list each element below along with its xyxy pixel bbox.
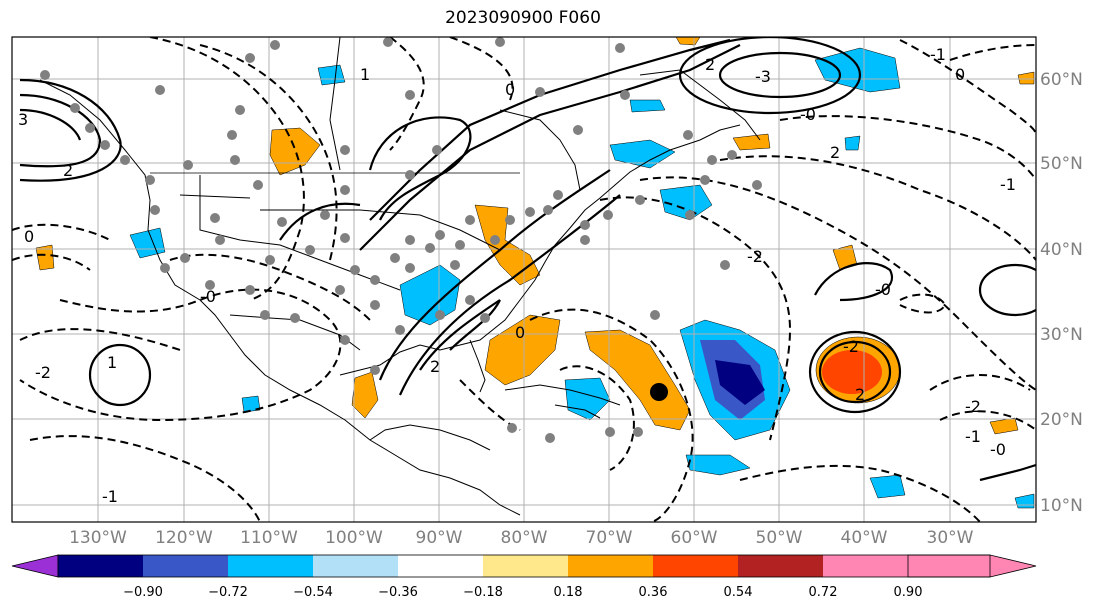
svg-text:-0: -0 (800, 105, 816, 124)
svg-text:30°W: 30°W (927, 528, 974, 548)
svg-text:2: 2 (705, 55, 715, 74)
colorbar-segment-10 (823, 555, 908, 577)
colorbar-segment-0 (11, 554, 59, 578)
svg-text:3: 3 (18, 110, 28, 129)
svg-text:-1: -1 (930, 45, 946, 64)
svg-text:-1: -1 (1000, 175, 1016, 194)
svg-text:-2: -2 (747, 247, 763, 266)
colorbar: −0.90 −0.72 −0.54 −0.36 −0.18 0.18 0.36 … (11, 554, 1037, 600)
colorbar-segment-3 (228, 555, 313, 577)
svg-text:−0.72: −0.72 (208, 585, 248, 600)
svg-text:1: 1 (107, 353, 117, 372)
svg-text:-2: -2 (843, 337, 859, 356)
svg-text:110°W: 110°W (240, 528, 298, 548)
svg-text:60°N: 60°N (1040, 70, 1083, 90)
svg-text:30°N: 30°N (1040, 325, 1083, 345)
gridlines (12, 37, 1036, 522)
svg-text:40°N: 40°N (1040, 240, 1083, 260)
colorbar-segment-11 (907, 554, 1037, 578)
svg-text:-3: -3 (755, 67, 771, 86)
svg-text:50°N: 50°N (1040, 154, 1083, 174)
colorbar-segment-7 (568, 555, 653, 577)
svg-text:-2: -2 (35, 363, 51, 382)
svg-text:40°W: 40°W (841, 528, 888, 548)
svg-text:-0: -0 (990, 440, 1006, 459)
coastlines (39, 37, 761, 516)
svg-text:0: 0 (505, 80, 515, 99)
station-points (40, 37, 762, 443)
svg-text:120°W: 120°W (155, 528, 213, 548)
colorbar-segment-8 (653, 555, 738, 577)
storm-center-marker (650, 383, 668, 401)
colorbar-segment-5 (398, 555, 483, 577)
svg-text:80°W: 80°W (501, 528, 548, 548)
svg-text:0.36: 0.36 (639, 585, 668, 600)
svg-text:20°N: 20°N (1040, 410, 1083, 430)
colorbar-segment-1 (58, 555, 143, 577)
svg-text:60°W: 60°W (671, 528, 718, 548)
shaded-anomalies (35, 37, 1035, 509)
colorbar-segment-6 (483, 555, 568, 577)
svg-text:2: 2 (430, 357, 440, 376)
svg-text:2: 2 (855, 385, 865, 404)
positive-contours (19, 37, 1036, 482)
latitude-ticks: 60°N 50°N 40°N 30°N 20°N 10°N (1040, 70, 1083, 516)
svg-text:70°W: 70°W (586, 528, 633, 548)
svg-text:50°W: 50°W (756, 528, 803, 548)
negative-contours (12, 37, 1036, 522)
svg-text:-0: -0 (875, 280, 891, 299)
svg-text:−0.54: −0.54 (293, 585, 333, 600)
svg-text:130°W: 130°W (69, 528, 127, 548)
longitude-ticks: 130°W 120°W 110°W 100°W 90°W 80°W 70°W 6… (69, 528, 974, 548)
map-frame (11, 36, 1037, 523)
svg-text:-0: -0 (200, 287, 216, 306)
svg-text:10°N: 10°N (1040, 496, 1083, 516)
svg-text:0.54: 0.54 (724, 585, 753, 600)
svg-text:−0.90: −0.90 (123, 585, 163, 600)
svg-text:0.18: 0.18 (554, 585, 583, 600)
svg-text:-1: -1 (965, 427, 981, 446)
colorbar-segment-2 (143, 555, 228, 577)
svg-text:0: 0 (515, 323, 525, 342)
svg-text:0.90: 0.90 (894, 585, 923, 600)
contour-labels: 0 1 3 2 -3 2 -2 2 -2 1 0 -1 -1 -2 -0 -2 … (18, 45, 1016, 506)
svg-text:2: 2 (830, 143, 840, 162)
svg-text:−0.36: −0.36 (378, 585, 418, 600)
svg-text:0.72: 0.72 (809, 585, 838, 600)
colorbar-segment-9 (738, 555, 823, 577)
colorbar-labels: −0.90 −0.72 −0.54 −0.36 −0.18 0.18 0.36 … (123, 585, 922, 600)
svg-text:100°W: 100°W (325, 528, 383, 548)
svg-text:-2: -2 (965, 397, 981, 416)
svg-text:-1: -1 (102, 487, 118, 506)
colorbar-segment-4 (313, 555, 398, 577)
svg-text:90°W: 90°W (416, 528, 463, 548)
svg-text:−0.18: −0.18 (463, 585, 503, 600)
svg-text:0: 0 (24, 227, 34, 246)
map-title: 2023090900 F060 (445, 8, 601, 28)
svg-text:0: 0 (955, 65, 965, 84)
svg-text:2: 2 (63, 161, 73, 180)
svg-text:1: 1 (360, 65, 370, 84)
